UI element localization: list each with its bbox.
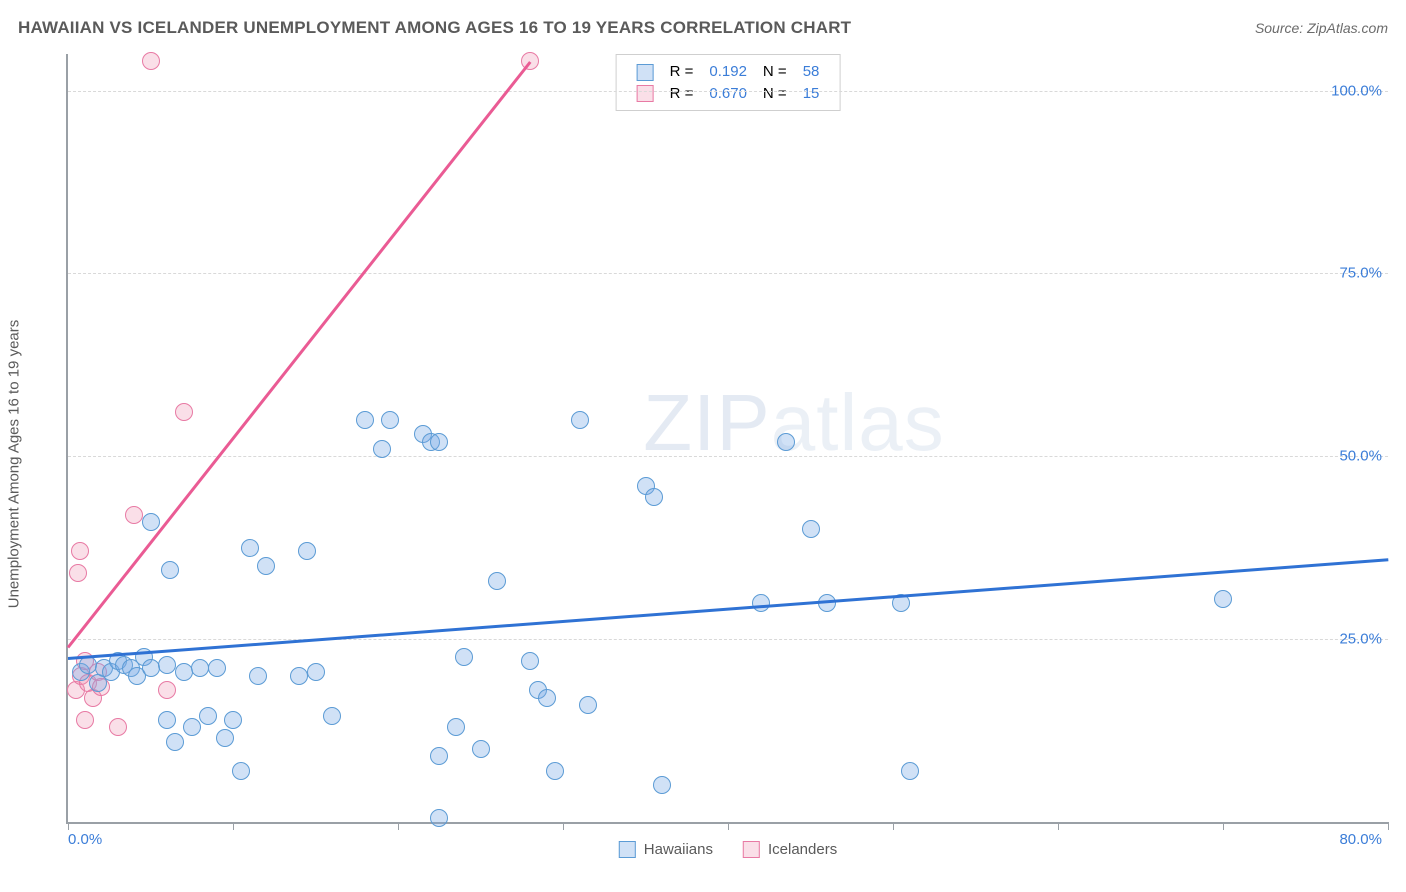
x-tick	[1223, 822, 1224, 830]
legend-item-hawaiians: Hawaiians	[619, 841, 713, 858]
scatter-point-hawaiians	[538, 689, 556, 707]
gridline	[68, 639, 1388, 640]
legend-icelanders-n: 15	[795, 83, 828, 105]
scatter-point-hawaiians	[323, 707, 341, 725]
chart-area: Unemployment Among Ages 16 to 19 years Z…	[18, 54, 1388, 874]
scatter-point-hawaiians	[901, 762, 919, 780]
source-label: Source: ZipAtlas.com	[1255, 20, 1388, 36]
scatter-point-hawaiians	[249, 667, 267, 685]
watermark-light: atlas	[771, 378, 945, 467]
scatter-point-icelanders	[175, 403, 193, 421]
correlation-legend: R = 0.192 N = 58 R = 0.670 N = 15	[616, 54, 841, 111]
legend-r-label: R =	[662, 61, 702, 83]
legend-item-icelanders: Icelanders	[743, 841, 837, 858]
scatter-point-hawaiians	[546, 762, 564, 780]
scatter-point-hawaiians	[290, 667, 308, 685]
x-axis-max-label: 80.0%	[1339, 831, 1382, 848]
y-tick-label: 75.0%	[1339, 265, 1382, 282]
scatter-point-hawaiians	[752, 594, 770, 612]
scatter-point-hawaiians	[166, 733, 184, 751]
x-tick	[1058, 822, 1059, 830]
scatter-point-icelanders	[71, 542, 89, 560]
scatter-point-hawaiians	[579, 696, 597, 714]
scatter-point-icelanders	[142, 52, 160, 70]
scatter-point-icelanders	[69, 564, 87, 582]
legend-r-label: R =	[662, 83, 702, 105]
watermark: ZIPatlas	[643, 377, 944, 469]
scatter-point-hawaiians	[802, 520, 820, 538]
scatter-point-hawaiians	[224, 711, 242, 729]
scatter-point-hawaiians	[447, 718, 465, 736]
watermark-bold: ZIP	[643, 378, 770, 467]
scatter-point-hawaiians	[142, 659, 160, 677]
legend-hawaiians-r: 0.192	[701, 61, 755, 83]
y-tick-label: 50.0%	[1339, 448, 1382, 465]
scatter-point-icelanders	[76, 711, 94, 729]
swatch-icelanders-icon	[637, 85, 654, 102]
gridline	[68, 273, 1388, 274]
legend-row-hawaiians: R = 0.192 N = 58	[629, 61, 828, 83]
scatter-point-hawaiians	[298, 542, 316, 560]
scatter-point-hawaiians	[158, 711, 176, 729]
swatch-hawaiians-icon	[637, 64, 654, 81]
scatter-point-hawaiians	[430, 747, 448, 765]
y-tick-label: 25.0%	[1339, 631, 1382, 648]
scatter-point-hawaiians	[307, 663, 325, 681]
scatter-point-hawaiians	[1214, 590, 1232, 608]
scatter-point-hawaiians	[161, 561, 179, 579]
y-axis-label: Unemployment Among Ages 16 to 19 years	[6, 320, 23, 609]
scatter-point-hawaiians	[183, 718, 201, 736]
scatter-point-hawaiians	[373, 440, 391, 458]
scatter-point-icelanders	[109, 718, 127, 736]
scatter-point-hawaiians	[257, 557, 275, 575]
scatter-point-hawaiians	[653, 776, 671, 794]
scatter-point-hawaiians	[645, 488, 663, 506]
swatch-hawaiians-icon	[619, 841, 636, 858]
scatter-point-hawaiians	[571, 411, 589, 429]
x-tick	[233, 822, 234, 830]
scatter-point-hawaiians	[175, 663, 193, 681]
scatter-point-hawaiians	[521, 652, 539, 670]
scatter-point-hawaiians	[191, 659, 209, 677]
scatter-point-hawaiians	[488, 572, 506, 590]
scatter-point-hawaiians	[241, 539, 259, 557]
x-tick	[398, 822, 399, 830]
scatter-point-hawaiians	[208, 659, 226, 677]
y-tick-label: 100.0%	[1331, 82, 1382, 99]
scatter-point-hawaiians	[455, 648, 473, 666]
scatter-point-hawaiians	[356, 411, 374, 429]
legend-n-label: N =	[755, 83, 795, 105]
x-tick	[893, 822, 894, 830]
scatter-point-hawaiians	[430, 433, 448, 451]
scatter-point-hawaiians	[381, 411, 399, 429]
scatter-point-hawaiians	[199, 707, 217, 725]
scatter-point-hawaiians	[158, 656, 176, 674]
x-tick	[68, 822, 69, 830]
legend-n-label: N =	[755, 61, 795, 83]
x-axis-min-label: 0.0%	[68, 831, 102, 848]
x-tick	[1388, 822, 1389, 830]
gridline	[68, 456, 1388, 457]
legend-hawaiians-label: Hawaiians	[644, 841, 713, 858]
scatter-point-hawaiians	[232, 762, 250, 780]
legend-icelanders-r: 0.670	[701, 83, 755, 105]
x-tick	[728, 822, 729, 830]
scatter-point-hawaiians	[777, 433, 795, 451]
scatter-point-icelanders	[125, 506, 143, 524]
gridline	[68, 91, 1388, 92]
series-legend: Hawaiians Icelanders	[619, 841, 837, 858]
plot-region: ZIPatlas R = 0.192 N = 58 R = 0.670 N = …	[66, 54, 1388, 824]
scatter-point-hawaiians	[142, 513, 160, 531]
trend-line	[67, 62, 531, 649]
legend-hawaiians-n: 58	[795, 61, 828, 83]
scatter-point-hawaiians	[472, 740, 490, 758]
legend-icelanders-label: Icelanders	[768, 841, 837, 858]
x-tick	[563, 822, 564, 830]
swatch-icelanders-icon	[743, 841, 760, 858]
scatter-point-icelanders	[158, 681, 176, 699]
scatter-point-hawaiians	[216, 729, 234, 747]
scatter-point-hawaiians	[430, 809, 448, 827]
legend-row-icelanders: R = 0.670 N = 15	[629, 83, 828, 105]
chart-title: HAWAIIAN VS ICELANDER UNEMPLOYMENT AMONG…	[18, 18, 851, 38]
